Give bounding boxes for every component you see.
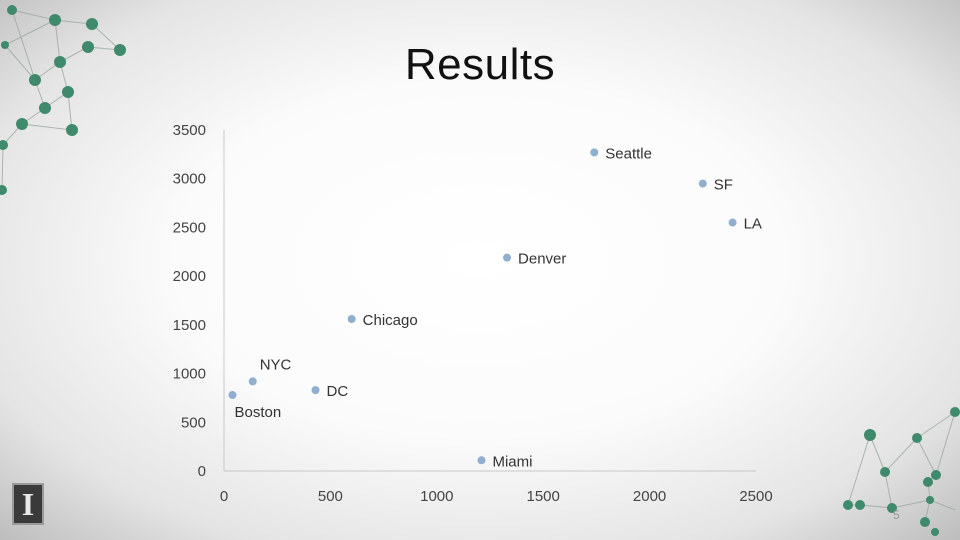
data-point (477, 456, 486, 465)
data-point (728, 218, 737, 227)
data-labels: Boston NYC DC Chicago Miami Denver Seattle SF LA (235, 145, 762, 470)
y-tick-label: 1500 (173, 317, 206, 334)
slide-title: Results (404, 40, 556, 89)
data-point (590, 148, 599, 157)
x-tick-label: 1500 (527, 488, 560, 505)
data-label: Seattle (605, 145, 652, 162)
data-points (228, 148, 737, 465)
data-label: Miami (492, 453, 532, 470)
x-tick-label: 0 (220, 488, 228, 505)
y-tick-label: 2500 (173, 219, 206, 236)
data-label: LA (744, 216, 762, 233)
data-point (698, 179, 707, 188)
y-tick-label: 3000 (173, 171, 206, 188)
data-point (503, 253, 512, 262)
network-decoration-top-left (0, 5, 126, 195)
x-tick-label: 2000 (633, 488, 666, 505)
network-decoration-bottom-right (843, 407, 960, 536)
data-label: Denver (518, 251, 566, 268)
x-tick-label: 2500 (739, 488, 772, 505)
y-tick-label: 3500 (173, 122, 206, 139)
y-tick-label: 2000 (173, 268, 206, 285)
x-tick-label: 1000 (420, 488, 453, 505)
y-tick-label: 1000 (173, 366, 206, 383)
data-point (248, 377, 257, 386)
x-tick-label: 500 (318, 488, 343, 505)
data-point (311, 386, 320, 395)
data-label: DC (327, 383, 349, 400)
logo-letter: I (21, 486, 35, 522)
university-logo: I (12, 483, 44, 525)
data-label: NYC (260, 356, 292, 373)
y-tick-labels: 0 500 1000 1500 2000 2500 3000 3500 (173, 122, 206, 480)
y-tick-label: 500 (181, 414, 206, 431)
y-tick-label: 0 (198, 463, 206, 480)
data-label: Chicago (363, 312, 418, 329)
data-label: SF (714, 177, 733, 194)
data-point (228, 391, 237, 400)
chart-axes (223, 130, 756, 472)
data-point (347, 315, 356, 324)
data-label: Boston (235, 404, 282, 421)
x-tick-labels: 0 500 1000 1500 2000 2500 (220, 488, 773, 505)
slide-number: 5 (893, 508, 900, 522)
